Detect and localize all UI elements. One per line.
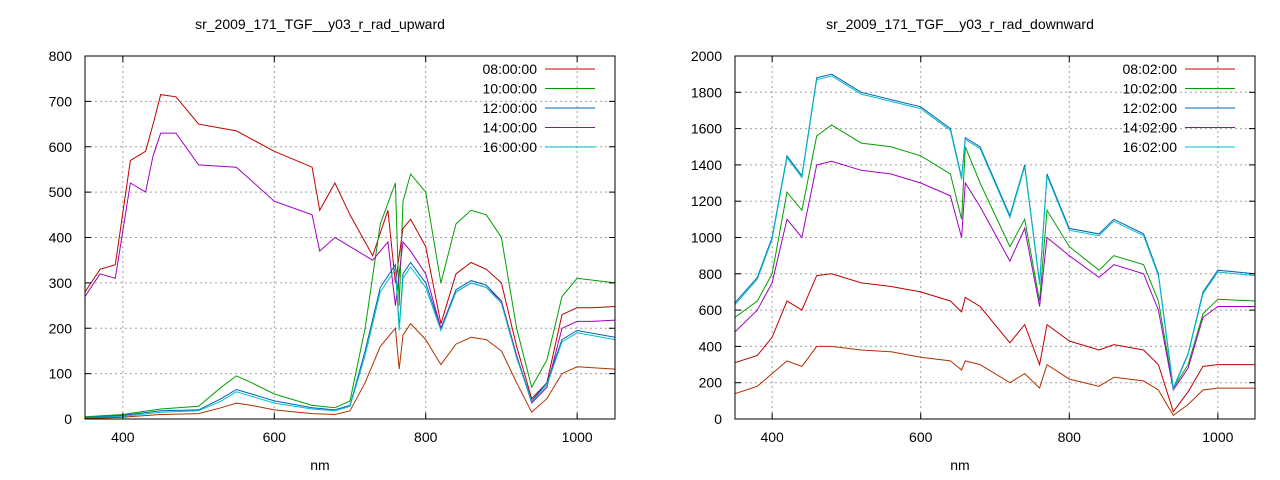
y-tick-label: 200 xyxy=(699,375,723,391)
y-tick-label: 1400 xyxy=(691,157,722,173)
y-tick-label: 2000 xyxy=(691,48,722,64)
series-line-4 xyxy=(735,75,1255,391)
y-tick-label: 0 xyxy=(714,411,722,427)
series-line-0 xyxy=(85,94,615,400)
y-tick-label: 300 xyxy=(49,275,73,291)
legend-label-3: 14:02:00 xyxy=(1123,120,1178,136)
series-line-1 xyxy=(85,172,615,418)
x-tick-label: 800 xyxy=(414,429,438,445)
y-tick-label: 600 xyxy=(49,139,73,155)
legend-label-2: 12:00:00 xyxy=(483,100,538,116)
y-tick-label: 100 xyxy=(49,366,73,382)
chart-title-downward: sr_2009_171_TGF__y03_r_rad_downward xyxy=(826,16,1094,32)
x-tick-label: 1000 xyxy=(562,429,593,445)
x-tick-label: 800 xyxy=(1058,429,1082,445)
series-line-4 xyxy=(85,266,615,419)
y-tick-label: 0 xyxy=(64,411,72,427)
y-tick-label: 400 xyxy=(49,230,73,246)
series-line-5 xyxy=(85,322,615,419)
legend-label-0: 08:00:00 xyxy=(483,61,538,77)
chart-panel-downward: sr_2009_171_TGF__y03_r_rad_downward 400 6… xyxy=(640,0,1280,480)
x-axis-label-downward: nm xyxy=(950,457,970,473)
y-tick-label: 1200 xyxy=(691,193,722,209)
series-line-1 xyxy=(735,124,1255,390)
chart-panel-upward: sr_2009_171_TGF__y03_r_rad_upward 400 600… xyxy=(49,16,616,473)
legend-label-1: 10:02:00 xyxy=(1123,81,1178,97)
chart-title-upward: sr_2009_171_TGF__y03_r_rad_upward xyxy=(195,16,445,32)
y-tick-label: 400 xyxy=(699,338,723,354)
x-axis-label-upward: nm xyxy=(310,457,330,473)
legend-label-3: 14:00:00 xyxy=(483,120,538,136)
legend-label-2: 12:02:00 xyxy=(1123,100,1178,116)
y-tick-label: 700 xyxy=(49,93,73,109)
y-tick-label: 800 xyxy=(49,48,73,64)
chart-downward: 400 600 800 1000 0 200 400 600 800 1000 1200 1400 16… xyxy=(691,48,1256,445)
x-tick-label: 400 xyxy=(760,429,784,445)
legend-label-4: 16:02:00 xyxy=(1123,139,1178,155)
y-tick-label: 1800 xyxy=(691,84,722,100)
x-tick-label: 600 xyxy=(909,429,933,445)
y-tick-label: 600 xyxy=(699,302,723,318)
y-tick-label: 800 xyxy=(699,266,723,282)
y-tick-label: 200 xyxy=(49,320,73,336)
chart-upward: 400 600 800 1000 0 100 200 300 400 500 600 700 800 08… xyxy=(49,48,616,445)
series-line-3 xyxy=(735,160,1255,392)
y-tick-label: 1000 xyxy=(691,230,722,246)
y-tick-label: 1600 xyxy=(691,121,722,137)
series-line-5 xyxy=(735,345,1255,417)
legend-label-1: 10:00:00 xyxy=(483,81,538,97)
series-line-0 xyxy=(735,273,1255,413)
legend-label-0: 08:02:00 xyxy=(1123,61,1178,77)
x-tick-label: 1000 xyxy=(1202,429,1233,445)
series-line-3 xyxy=(85,132,615,405)
x-tick-label: 600 xyxy=(263,429,287,445)
y-tick-label: 500 xyxy=(49,184,73,200)
series-line-2 xyxy=(735,73,1255,390)
x-tick-label: 400 xyxy=(111,429,135,445)
legend-label-4: 16:00:00 xyxy=(483,139,538,155)
